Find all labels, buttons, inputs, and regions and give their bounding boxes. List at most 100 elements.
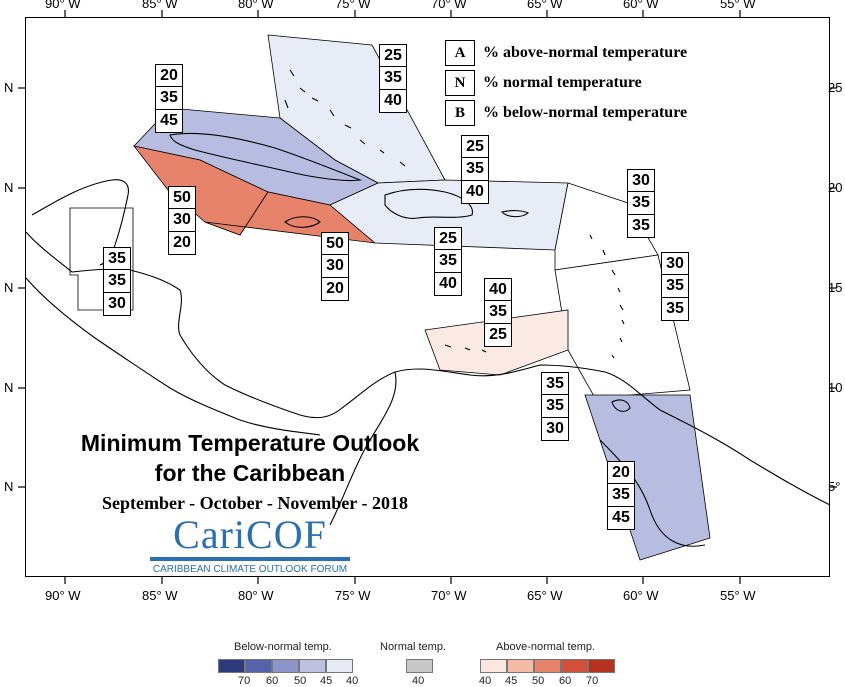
scale-value: 40 — [479, 675, 492, 687]
south-america-coast — [341, 364, 831, 506]
lon-label-bottom: 90° W — [45, 588, 81, 603]
outlook-zones — [69, 34, 711, 561]
prob-above: 30 — [627, 168, 655, 193]
scale-value: 50 — [294, 675, 307, 687]
scale-swatch — [245, 659, 272, 673]
prob-above: 50 — [168, 185, 196, 210]
prob-normal: 35 — [607, 483, 635, 508]
lat-label-left: N — [4, 280, 14, 295]
prob-below: 20 — [321, 277, 349, 302]
scale-value: 40 — [346, 675, 359, 687]
zone-guianas — [584, 394, 711, 561]
scale-swatch — [272, 659, 299, 673]
abc-islands — [444, 344, 487, 353]
prob-above: 20 — [607, 460, 635, 485]
map-title-line2: for the Caribbean — [154, 460, 346, 486]
prob-above: 25 — [461, 134, 489, 159]
lon-label-top: 90° W — [45, 0, 81, 11]
prob-above: 35 — [541, 371, 569, 396]
prob-below: 25 — [484, 323, 512, 348]
prob-above: 30 — [661, 251, 689, 276]
scale-swatch — [218, 659, 245, 673]
prob-normal: 35 — [434, 249, 462, 274]
scale-swatch — [561, 659, 588, 673]
caricof-logo: CariCOF CARIBBEAN CLIMATE OUTLOOK FORUM — [150, 513, 350, 575]
prob-above: 40 — [484, 277, 512, 302]
prob-below: 30 — [541, 417, 569, 442]
prob-normal: 35 — [155, 86, 183, 111]
key-text: % below-normal temperature — [483, 104, 688, 121]
prob-above: 20 — [155, 63, 183, 88]
key-letter: B — [445, 100, 475, 126]
lon-label-bottom: 70° W — [431, 588, 467, 603]
cuba-coast — [169, 132, 363, 182]
lon-label-top: 70° W — [431, 0, 467, 11]
logo-tagline: CARIBBEAN CLIMATE OUTLOOK FORUM — [152, 564, 348, 575]
scale-swatch — [507, 659, 534, 673]
lon-label-top: 55° W — [720, 0, 756, 11]
prob-normal: 35 — [103, 269, 131, 294]
coastlines — [25, 69, 831, 547]
scale-value: 45 — [505, 675, 518, 687]
key-letter: A — [445, 40, 475, 66]
key-row-normal: N % normal temperature — [445, 70, 642, 96]
lat-label-right: 10 — [828, 380, 843, 395]
lon-label-top: 60° W — [623, 0, 659, 11]
scale-swatch — [326, 659, 353, 673]
lon-label-bottom: 75° W — [335, 588, 371, 603]
prob-stack-belize: 35 35 30 — [103, 246, 131, 317]
prob-above: 25 — [379, 43, 407, 68]
prob-stack-windward: 30 35 35 — [661, 251, 689, 322]
scale-swatch — [534, 659, 561, 673]
lat-label-right: 20 — [828, 180, 843, 195]
key-letter: N — [445, 70, 475, 96]
prob-below: 45 — [155, 109, 183, 134]
scale-swatch — [588, 659, 615, 673]
prob-stack-hispaniola: 25 35 40 — [434, 226, 462, 297]
prob-below: 40 — [461, 180, 489, 205]
prob-below: 45 — [607, 506, 635, 531]
prob-stack-leeward: 30 35 35 — [627, 168, 655, 239]
scale-value: 70 — [586, 675, 599, 687]
prob-below: 40 — [379, 89, 407, 114]
scale-normal-title: Normal temp. — [380, 641, 447, 653]
prob-normal: 35 — [661, 274, 689, 299]
colombia-inland — [329, 371, 397, 526]
scale-swatch — [406, 659, 433, 673]
central-america-coast — [25, 231, 343, 419]
lon-label-bottom: 60° W — [623, 588, 659, 603]
lat-label-left: N — [4, 80, 14, 95]
lat-label-right: 25 — [828, 80, 843, 95]
prob-above: 50 — [321, 231, 349, 256]
map-subtitle: September - October - November - 2018 — [102, 493, 408, 513]
lon-label-top: 75° W — [335, 0, 371, 11]
lat-label-right: 15 — [828, 280, 843, 295]
prob-above: 25 — [434, 226, 462, 251]
prob-normal: 35 — [541, 394, 569, 419]
bahamas-islands — [284, 69, 406, 167]
prob-normal: 35 — [627, 191, 655, 216]
key-text: % normal temperature — [483, 74, 642, 91]
scale-swatch — [480, 659, 507, 673]
trinidad-coast — [611, 399, 631, 412]
lat-label-left: N — [4, 479, 14, 494]
scale-value: 45 — [320, 675, 333, 687]
prob-stack-abc: 40 35 25 — [484, 277, 512, 348]
key-row-above: A % above-normal temperature — [445, 40, 687, 66]
prob-normal: 35 — [379, 66, 407, 91]
prob-normal: 30 — [168, 208, 196, 233]
prob-normal: 35 — [461, 157, 489, 182]
lon-label-bottom: 65° W — [527, 588, 563, 603]
key-text: % above-normal temperature — [483, 44, 688, 61]
prob-normal: 30 — [321, 254, 349, 279]
lon-label-bottom: 55° W — [720, 588, 756, 603]
prob-stack-cuba: 20 35 45 — [155, 63, 183, 134]
prob-stack-bahamas: 25 35 40 — [379, 43, 407, 114]
prob-above: 35 — [103, 246, 131, 271]
scale-swatch — [299, 659, 326, 673]
prob-below: 40 — [434, 272, 462, 297]
lon-label-top: 80° W — [238, 0, 274, 11]
lon-label-bottom: 80° W — [238, 588, 274, 603]
prob-stack-turks: 25 35 40 — [461, 134, 489, 205]
